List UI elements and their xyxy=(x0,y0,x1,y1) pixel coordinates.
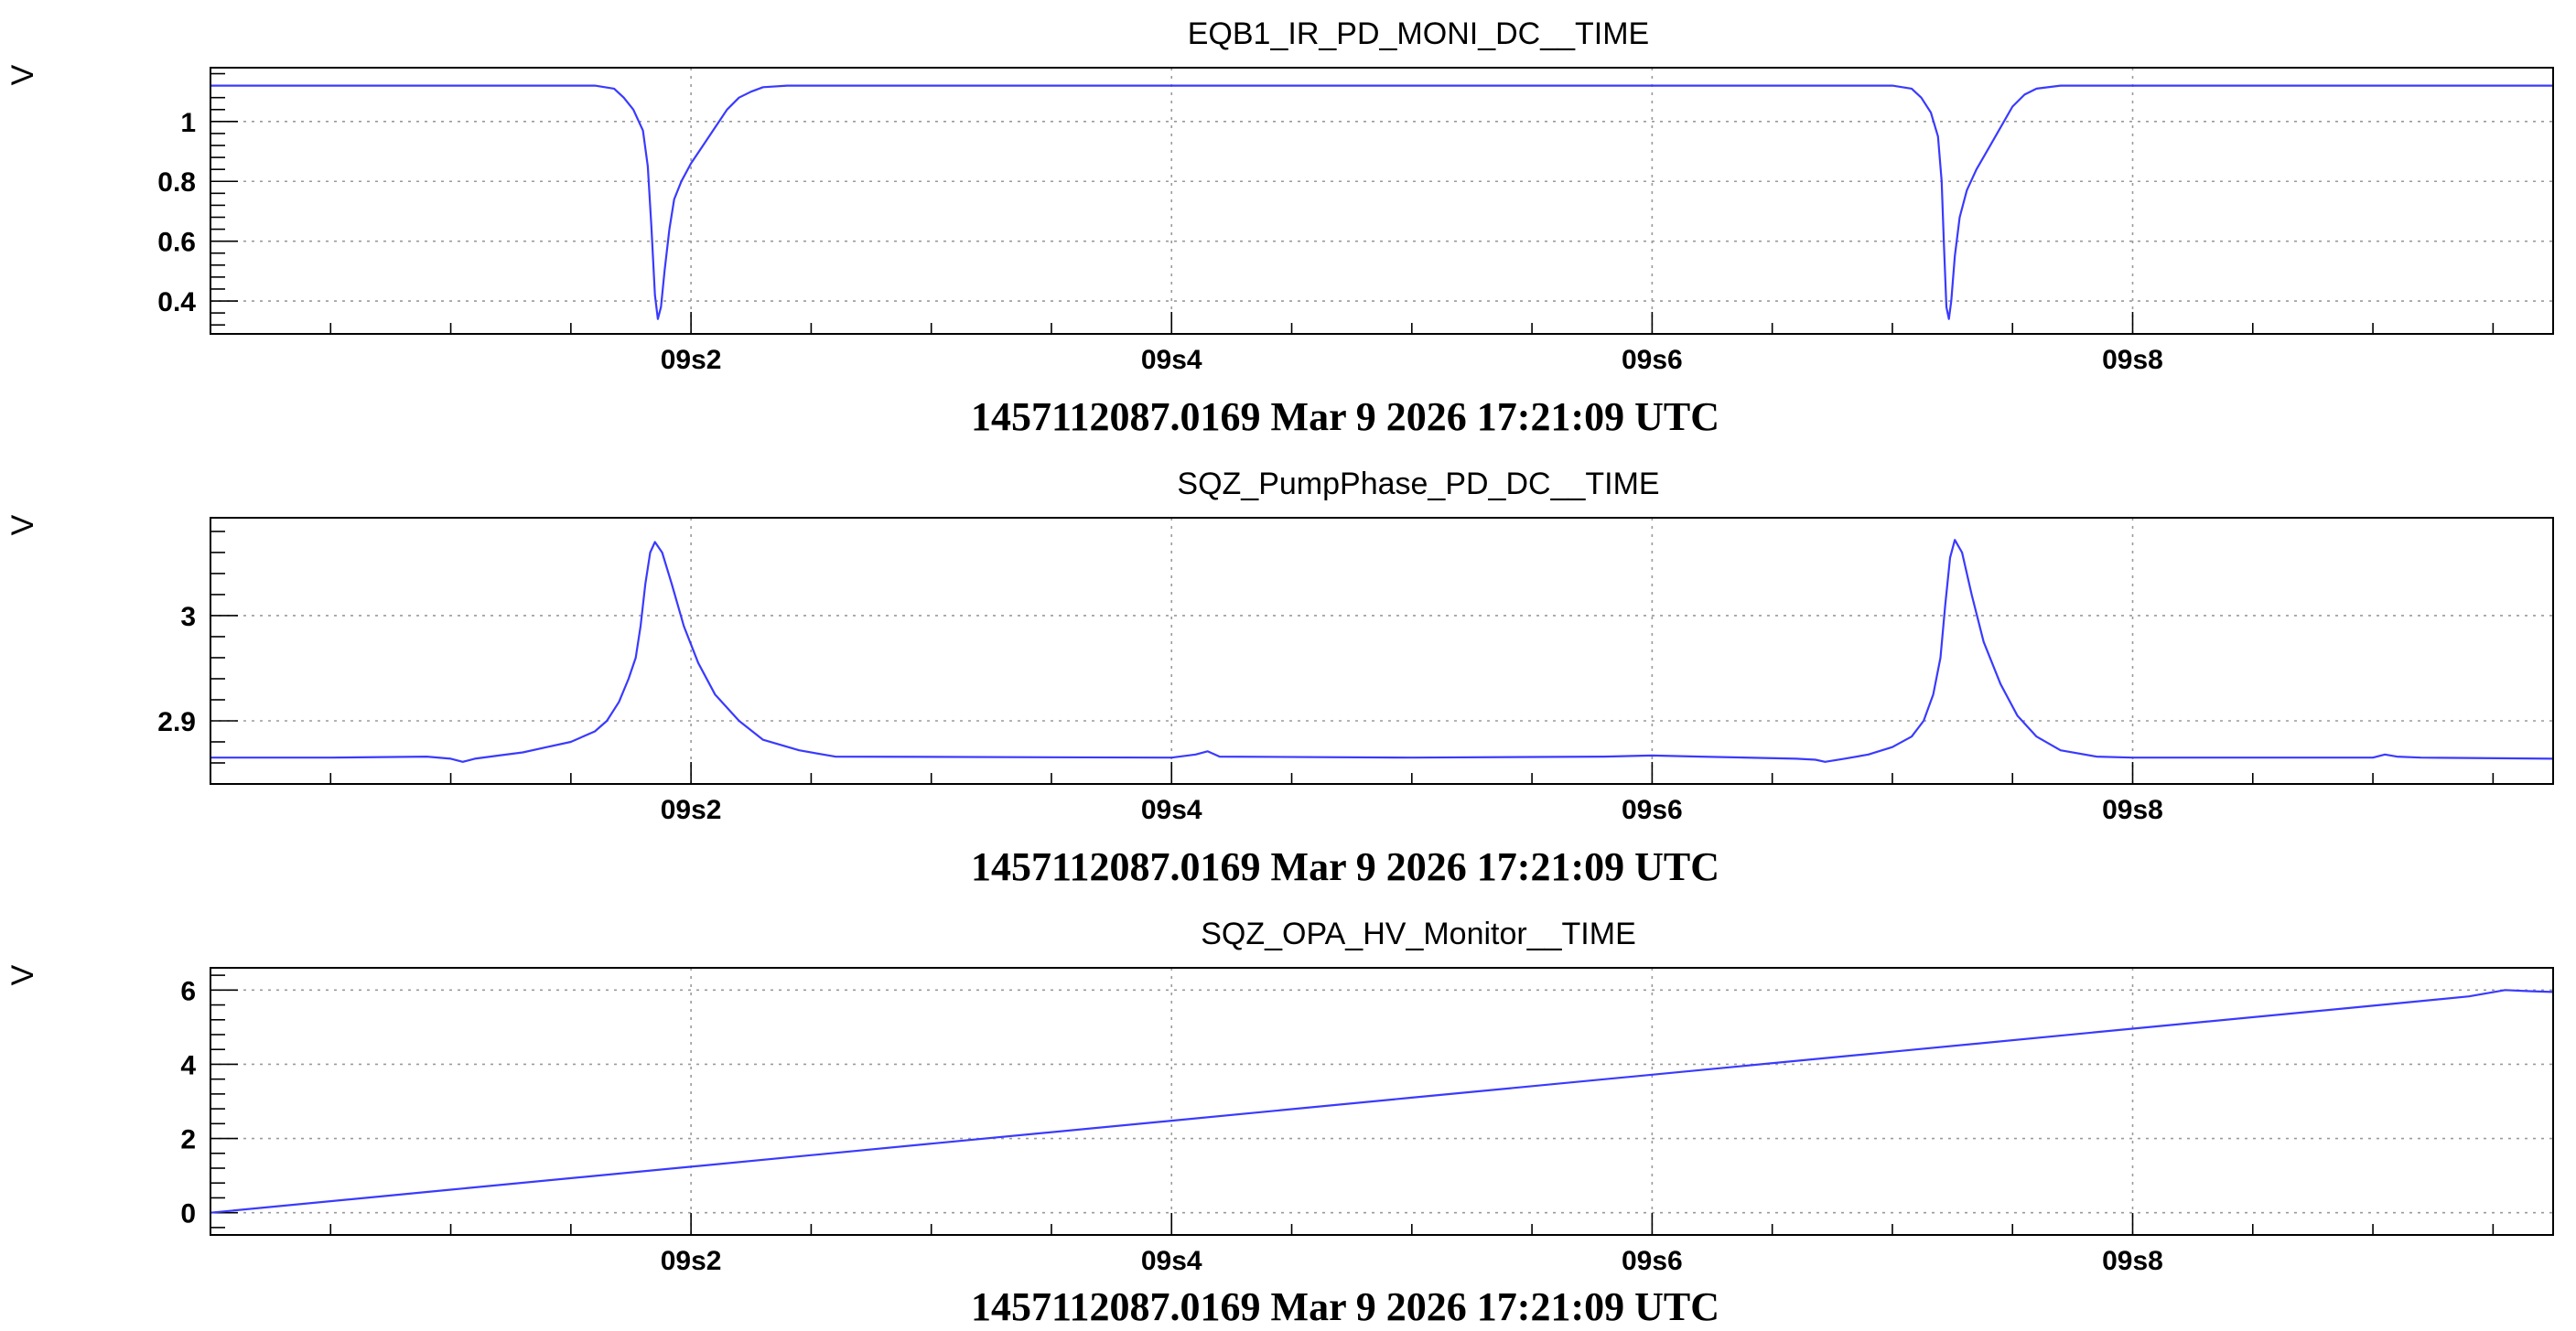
x-tick-label: 09s8 xyxy=(2102,345,2163,375)
y-tick-label: 0 xyxy=(180,1199,196,1229)
x-tick-label: 09s8 xyxy=(2102,1246,2163,1276)
panel-3: SQZ_OPA_HV_Monitor__TIME V 0 2 4 6 09s2 09s4 09s… xyxy=(5,917,2554,1329)
x-tick-label: 09s2 xyxy=(661,1246,722,1276)
x-tick-label: 09s6 xyxy=(1622,1246,1683,1276)
y-tick-label: 6 xyxy=(180,976,196,1006)
y-tick-label: 0.6 xyxy=(157,228,196,258)
y-axis-label: V xyxy=(5,964,40,985)
x-tick-label: 09s6 xyxy=(1622,795,1683,825)
x-tick-label: 09s6 xyxy=(1622,345,1683,375)
y-axis-label: V xyxy=(5,514,40,535)
y-tick-label: 4 xyxy=(180,1050,196,1080)
panel-title: SQZ_PumpPhase_PD_DC__TIME xyxy=(1177,467,1659,501)
plot-frame xyxy=(210,967,2554,1236)
series-line-1 xyxy=(210,989,2553,1214)
panel-1: EQB1_IR_PD_MONI_DC__TIME V 0.4 0.6 0.8 1 09s2 0… xyxy=(5,16,2554,439)
y-tick-label: 1 xyxy=(180,108,196,138)
panel-title: EQB1_IR_PD_MONI_DC__TIME xyxy=(1188,16,1650,51)
y-tick-label: 3 xyxy=(180,602,196,632)
plot-frame xyxy=(210,67,2554,335)
plot-frame xyxy=(210,517,2554,785)
x-axis-label: 1457112087.0169 Mar 9 2026 17:21:09 UTC xyxy=(971,394,1719,439)
y-tick-label: 0.4 xyxy=(157,287,196,317)
x-tick-label: 09s4 xyxy=(1141,1246,1202,1276)
panel-title: SQZ_OPA_HV_Monitor__TIME xyxy=(1201,917,1636,951)
x-axis-label: 1457112087.0169 Mar 9 2026 17:21:09 UTC xyxy=(971,844,1719,889)
x-tick-label: 09s8 xyxy=(2102,795,2163,825)
x-tick-label: 09s2 xyxy=(661,345,722,375)
y-tick-label: 0.8 xyxy=(157,167,196,198)
y-axis-label: V xyxy=(5,64,40,85)
x-axis-label: 1457112087.0169 Mar 9 2026 17:21:09 UTC xyxy=(971,1284,1719,1326)
x-tick-label: 09s4 xyxy=(1141,345,1202,375)
x-tick-label: 09s2 xyxy=(661,795,722,825)
series-line-1 xyxy=(210,539,2553,763)
panel-2: SQZ_PumpPhase_PD_DC__TIME V 2.9 3 09s2 09s4 09… xyxy=(5,467,2554,889)
y-tick-label: 2 xyxy=(180,1125,196,1155)
series-line-1 xyxy=(210,84,2553,320)
x-tick-label: 09s4 xyxy=(1141,795,1202,825)
y-tick-label: 2.9 xyxy=(157,707,196,737)
